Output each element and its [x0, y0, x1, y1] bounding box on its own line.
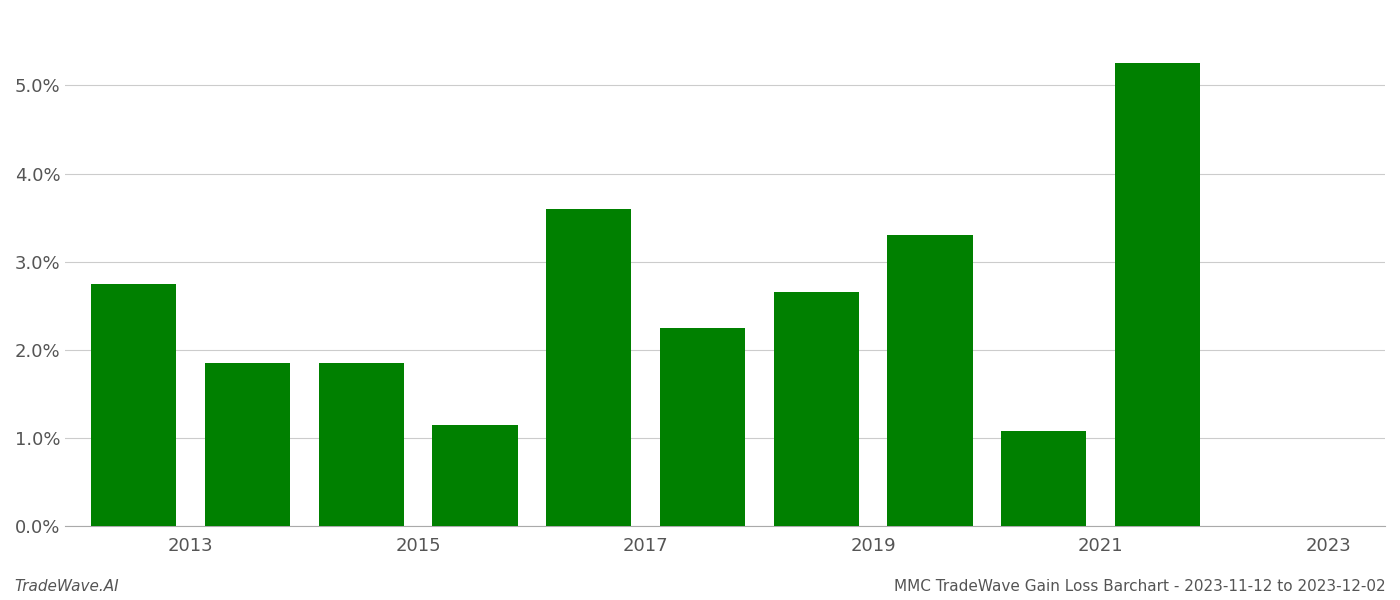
Bar: [774, 292, 860, 526]
Bar: [91, 284, 176, 526]
Bar: [888, 235, 973, 526]
Bar: [433, 425, 518, 526]
Bar: [1001, 431, 1086, 526]
Bar: [319, 363, 403, 526]
Text: MMC TradeWave Gain Loss Barchart - 2023-11-12 to 2023-12-02: MMC TradeWave Gain Loss Barchart - 2023-…: [895, 579, 1386, 594]
Bar: [659, 328, 745, 526]
Bar: [204, 363, 290, 526]
Text: TradeWave.AI: TradeWave.AI: [14, 579, 119, 594]
Bar: [546, 209, 631, 526]
Bar: [1114, 64, 1200, 526]
